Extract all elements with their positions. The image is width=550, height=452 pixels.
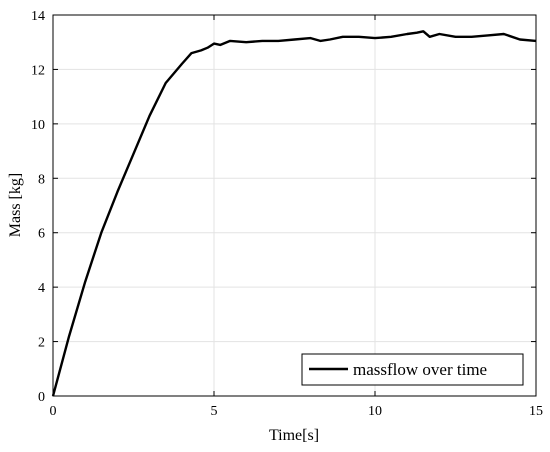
y-tick-label: 2 [38,336,45,351]
y-axis-title: Mass [kg] [7,173,24,237]
plot-frame [52,14,537,397]
y-tick-label: 4 [38,281,45,296]
series-line-massflow [51,30,537,397]
x-axis-title: Time[s] [269,427,319,444]
x-tick-label: 5 [211,404,218,419]
x-tick-label: 15 [529,404,543,419]
legend: massflow over time [301,353,524,386]
grid-lines [53,15,536,396]
y-tick-label: 10 [31,118,45,133]
x-tick-label: 10 [368,404,382,419]
y-tick-label: 12 [31,63,45,78]
y-tick-label: 6 [38,227,45,242]
plot-area [53,15,536,396]
x-tick-label: 0 [50,404,57,419]
y-tick-label: 0 [38,390,45,405]
x-tick-labels: 0 5 10 15 [50,404,544,419]
y-tick-labels: 0 2 4 6 8 10 12 14 [31,9,45,405]
y-tick-label: 8 [38,172,45,187]
y-tick-label: 14 [31,9,45,24]
legend-label-massflow: massflow over time [353,360,487,379]
